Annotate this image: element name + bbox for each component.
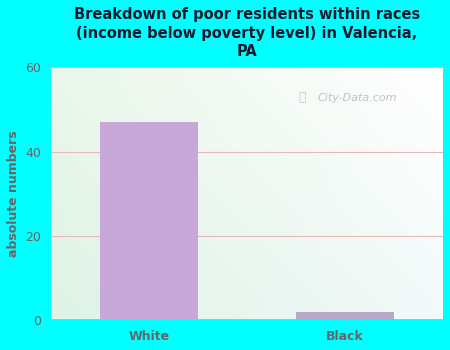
Y-axis label: absolute numbers: absolute numbers — [7, 131, 20, 257]
Text: ⦿: ⦿ — [298, 91, 306, 104]
Bar — [100, 122, 198, 320]
Bar — [296, 312, 394, 320]
Title: Breakdown of poor residents within races
(income below poverty level) in Valenci: Breakdown of poor residents within races… — [74, 7, 420, 59]
Text: City-Data.com: City-Data.com — [317, 93, 396, 103]
